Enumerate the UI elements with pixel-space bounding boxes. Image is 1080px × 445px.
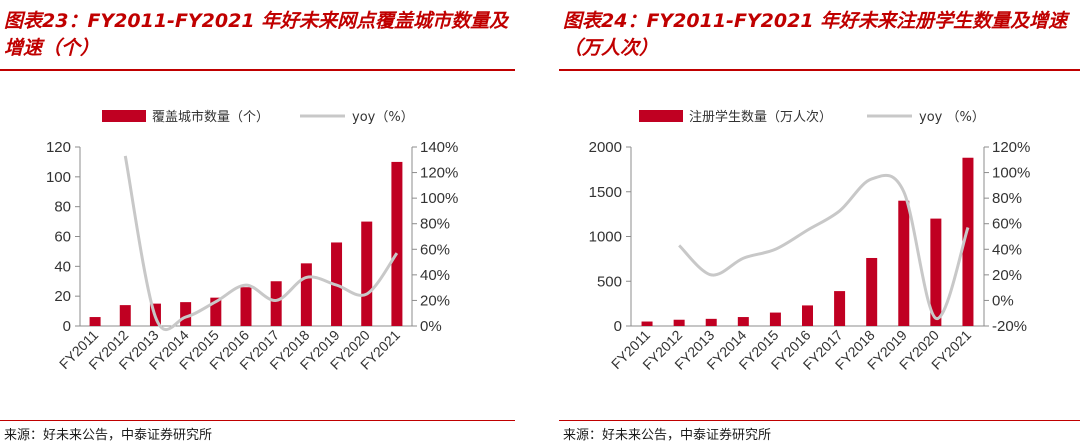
source-note: 来源：好未来公告，中泰证券研究所 <box>4 428 213 443</box>
bar <box>210 297 222 326</box>
bar <box>641 321 653 326</box>
bar <box>737 317 749 326</box>
right-tick-label: 100% <box>992 165 1030 182</box>
bar <box>802 305 813 326</box>
bar <box>270 281 282 326</box>
right-tick-label: 20% <box>420 292 450 309</box>
legend-swatch-bar <box>639 110 683 122</box>
left-tick-label: 1000 <box>589 229 622 246</box>
chart-svg: 注册学生数量（万人次） yoy （%） 0 500 1000 1500 2000 -20% 0%… <box>589 109 1031 373</box>
right-tick-label: 40% <box>992 241 1022 258</box>
right-tick-label: 20% <box>992 267 1022 284</box>
chart-title: 图表23：FY2011-FY2021 年好未来网点覆盖城市数量及增速（个） <box>4 10 509 59</box>
right-tick-label: 100% <box>420 190 458 207</box>
bar <box>361 221 373 326</box>
legend-swatch-bar <box>102 110 146 122</box>
right-tick-label: 0% <box>420 318 442 335</box>
bar <box>834 291 846 326</box>
left-tick-label: 1500 <box>589 184 622 201</box>
bar <box>89 317 101 326</box>
bar <box>769 312 781 326</box>
left-tick-label: 100 <box>46 169 71 186</box>
right-tick-label: 0% <box>992 292 1014 309</box>
left-tick-label: 0 <box>614 318 622 335</box>
chart-panel-left: 图表23：FY2011-FY2021 年好未来网点覆盖城市数量及增速（个） 覆盖… <box>0 0 515 445</box>
left-tick-label: 40 <box>54 258 71 275</box>
legend-label-bar: 注册学生数量（万人次） <box>689 109 832 125</box>
left-tick-label: 80 <box>54 199 71 216</box>
left-tick-label: 120 <box>46 139 71 156</box>
title-divider <box>559 69 1080 71</box>
bar <box>930 218 942 326</box>
right-tick-label: 60% <box>992 216 1022 233</box>
left-tick-label: 20 <box>54 288 71 305</box>
left-tick-label: 2000 <box>589 139 622 156</box>
legend-label-line: yoy（%） <box>352 110 414 125</box>
footer-divider <box>0 420 515 421</box>
footer-divider <box>559 420 1080 421</box>
bar <box>898 200 910 326</box>
right-tick-label: 40% <box>420 267 450 284</box>
chart-panel-right: 图表24：FY2011-FY2021 年好未来注册学生数量及增速（万人次） 注册… <box>559 0 1080 445</box>
right-tick-label: 120% <box>992 139 1030 156</box>
bar <box>180 302 192 326</box>
bar <box>962 157 974 326</box>
legend-label-line: yoy （%） <box>919 110 985 125</box>
series-line-yoy <box>678 173 970 320</box>
bar <box>300 263 312 326</box>
right-tick-label: 80% <box>992 190 1022 207</box>
left-tick-label: 60 <box>54 229 71 246</box>
source-note: 来源：好未来公告，中泰证券研究所 <box>563 428 772 443</box>
chart-svg: 覆盖城市数量（个） yoy（%） 0 20 40 60 80 100 120 0% 20% 40% 60… <box>46 109 458 373</box>
right-tick-label: 120% <box>420 165 458 182</box>
right-tick-label: 140% <box>420 139 458 156</box>
left-tick-label: 500 <box>597 273 622 290</box>
bar <box>866 257 878 326</box>
bar <box>391 161 403 326</box>
bar <box>673 319 685 326</box>
series-line-yoy <box>123 155 399 332</box>
left-tick-label: 0 <box>63 318 71 335</box>
title-divider <box>0 69 515 71</box>
legend-label-bar: 覆盖城市数量（个） <box>152 109 269 125</box>
right-tick-label: 80% <box>420 216 450 233</box>
chart-title: 图表24：FY2011-FY2021 年好未来注册学生数量及增速（万人次） <box>563 10 1068 59</box>
bar <box>240 287 252 326</box>
right-tick-label: -20% <box>992 318 1027 335</box>
bar <box>705 318 717 326</box>
bar <box>119 305 131 326</box>
right-tick-label: 60% <box>420 241 450 258</box>
